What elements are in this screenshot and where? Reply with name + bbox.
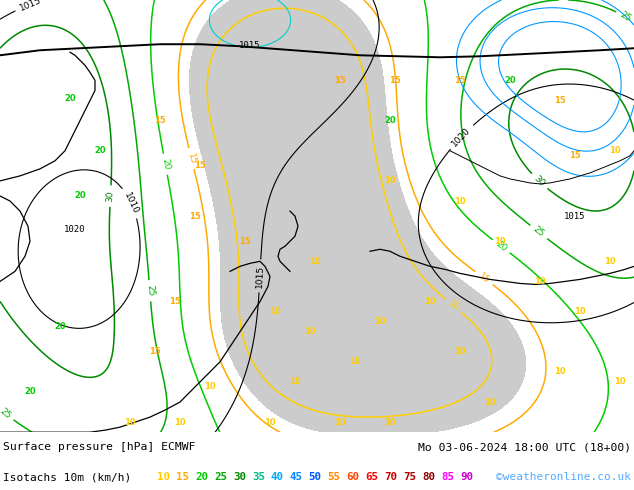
Text: 20: 20 xyxy=(54,322,66,331)
Text: 10: 10 xyxy=(374,317,386,326)
Text: 90: 90 xyxy=(460,472,474,482)
Text: 10: 10 xyxy=(124,417,136,427)
Text: 30: 30 xyxy=(532,174,547,189)
Text: 15: 15 xyxy=(186,152,197,165)
Text: 1010: 1010 xyxy=(122,191,140,215)
Text: 1015: 1015 xyxy=(239,41,261,49)
Text: 10: 10 xyxy=(309,257,321,266)
Text: 1020: 1020 xyxy=(64,224,86,234)
Text: 15: 15 xyxy=(569,151,581,160)
Text: 15: 15 xyxy=(189,212,201,220)
Text: 20: 20 xyxy=(94,146,106,155)
Text: 70: 70 xyxy=(384,472,398,482)
Text: 15: 15 xyxy=(239,237,251,245)
Text: 30: 30 xyxy=(106,190,115,202)
Text: 1020: 1020 xyxy=(450,125,472,148)
Text: 20: 20 xyxy=(384,116,396,125)
Text: 1015: 1015 xyxy=(255,264,265,288)
Text: 25: 25 xyxy=(619,10,633,24)
Text: 25: 25 xyxy=(214,472,227,482)
Text: Surface pressure [hPa] ECMWF: Surface pressure [hPa] ECMWF xyxy=(3,442,196,452)
Text: 10: 10 xyxy=(484,397,496,407)
Text: 30: 30 xyxy=(233,472,246,482)
Text: 25: 25 xyxy=(531,225,546,239)
Text: 15: 15 xyxy=(389,76,401,85)
Text: 15: 15 xyxy=(194,161,206,171)
Text: 20: 20 xyxy=(160,158,171,171)
Text: 15: 15 xyxy=(154,116,166,125)
Text: 60: 60 xyxy=(347,472,359,482)
Text: 10: 10 xyxy=(574,307,586,316)
Text: 15: 15 xyxy=(176,472,189,482)
Text: 80: 80 xyxy=(422,472,436,482)
Text: 1015: 1015 xyxy=(564,212,586,220)
Text: 15: 15 xyxy=(149,347,161,356)
Text: 10: 10 xyxy=(454,347,466,356)
Text: 20: 20 xyxy=(494,239,508,253)
Text: 10: 10 xyxy=(446,299,461,313)
Text: 55: 55 xyxy=(328,472,340,482)
Text: 1015: 1015 xyxy=(18,0,43,13)
Text: 10: 10 xyxy=(554,368,566,376)
Text: 20: 20 xyxy=(504,76,516,85)
Text: 15: 15 xyxy=(334,76,346,85)
Text: 15: 15 xyxy=(169,297,181,306)
Text: 75: 75 xyxy=(403,472,417,482)
Text: 10: 10 xyxy=(174,417,186,427)
Text: 10: 10 xyxy=(384,176,396,185)
Text: 10: 10 xyxy=(454,196,466,205)
Text: 20: 20 xyxy=(74,192,86,200)
Text: 85: 85 xyxy=(441,472,455,482)
Text: 20: 20 xyxy=(24,388,36,396)
Text: 10: 10 xyxy=(424,297,436,306)
Text: 10: 10 xyxy=(614,377,626,387)
Text: 45: 45 xyxy=(290,472,303,482)
Text: 20: 20 xyxy=(64,94,76,103)
Text: 10: 10 xyxy=(269,307,281,316)
Text: 35: 35 xyxy=(252,472,265,482)
Text: 15: 15 xyxy=(477,271,491,285)
Text: 10: 10 xyxy=(304,327,316,336)
Text: 10: 10 xyxy=(157,472,171,482)
Text: 10: 10 xyxy=(384,417,396,427)
Text: 10: 10 xyxy=(289,377,301,387)
Text: 40: 40 xyxy=(271,472,284,482)
Text: 65: 65 xyxy=(366,472,378,482)
Text: Mo 03-06-2024 18:00 UTC (18+00): Mo 03-06-2024 18:00 UTC (18+00) xyxy=(418,442,631,452)
Text: 10: 10 xyxy=(349,357,361,367)
Text: Isotachs 10m (km/h): Isotachs 10m (km/h) xyxy=(3,472,131,482)
Text: 25: 25 xyxy=(145,285,155,297)
Text: 15: 15 xyxy=(454,76,466,85)
Text: 20: 20 xyxy=(195,472,208,482)
Text: ©weatheronline.co.uk: ©weatheronline.co.uk xyxy=(496,472,631,482)
Text: 10: 10 xyxy=(334,417,346,427)
Text: 10: 10 xyxy=(204,383,216,392)
Text: 10: 10 xyxy=(494,237,506,245)
Text: 15: 15 xyxy=(554,96,566,105)
Text: 10: 10 xyxy=(264,417,276,427)
Text: 10: 10 xyxy=(604,257,616,266)
Text: 25: 25 xyxy=(0,406,12,420)
Text: 50: 50 xyxy=(309,472,322,482)
Text: 10: 10 xyxy=(609,146,621,155)
Text: 10: 10 xyxy=(534,277,546,286)
